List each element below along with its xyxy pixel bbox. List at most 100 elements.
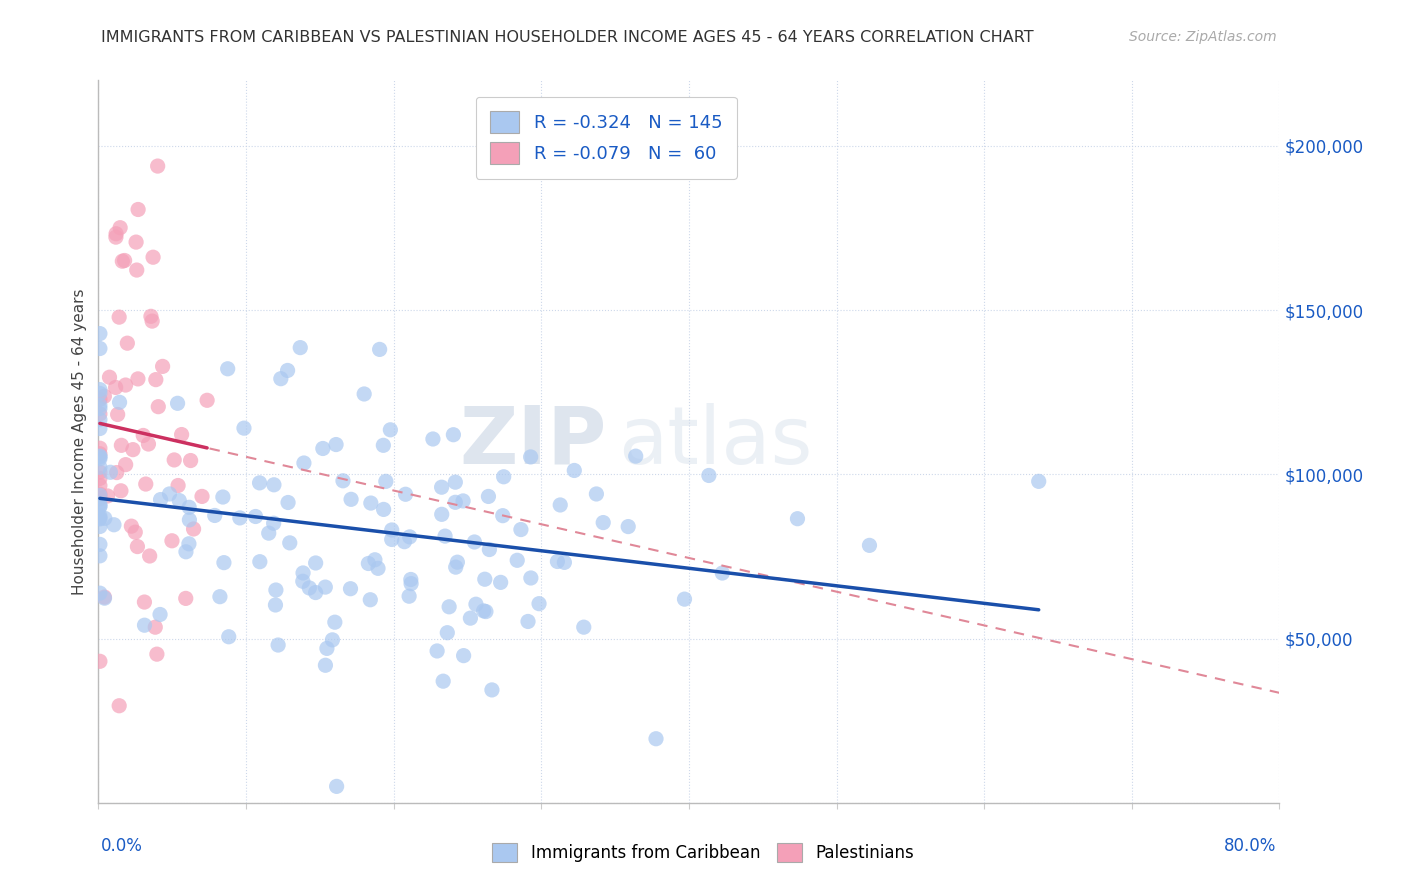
- Point: [89, 465, 111, 479]
- Point: [673, 592, 696, 607]
- Point: [519, 450, 541, 464]
- Point: [218, 630, 240, 644]
- Text: 0.0%: 0.0%: [101, 837, 143, 855]
- Point: [492, 508, 515, 523]
- Point: [249, 555, 271, 569]
- Point: [399, 576, 422, 591]
- Point: [340, 492, 363, 507]
- Point: [229, 511, 252, 525]
- Point: [195, 393, 218, 408]
- Point: [451, 494, 474, 508]
- Point: [245, 509, 267, 524]
- Point: [360, 496, 382, 510]
- Point: [89, 478, 111, 492]
- Point: [305, 556, 328, 570]
- Point: [160, 533, 183, 548]
- Point: [111, 254, 134, 268]
- Point: [446, 555, 468, 569]
- Point: [141, 314, 163, 328]
- Text: ZIP: ZIP: [458, 402, 606, 481]
- Point: [174, 545, 197, 559]
- Point: [553, 555, 575, 569]
- Point: [89, 497, 111, 511]
- Point: [117, 336, 139, 351]
- Legend: Immigrants from Caribbean, Palestinians: Immigrants from Caribbean, Palestinians: [484, 834, 922, 871]
- Point: [89, 511, 111, 525]
- Point: [89, 451, 111, 466]
- Text: Source: ZipAtlas.com: Source: ZipAtlas.com: [1129, 30, 1277, 45]
- Point: [125, 235, 148, 249]
- Point: [166, 396, 188, 410]
- Point: [110, 438, 132, 452]
- Point: [398, 589, 420, 603]
- Point: [267, 638, 290, 652]
- Point: [98, 370, 121, 384]
- Point: [278, 536, 301, 550]
- Point: [89, 412, 111, 426]
- Point: [585, 487, 607, 501]
- Point: [143, 620, 166, 634]
- Point: [89, 383, 111, 397]
- Point: [460, 611, 482, 625]
- Point: [264, 598, 287, 612]
- Point: [127, 202, 149, 217]
- Point: [373, 502, 395, 516]
- Point: [548, 498, 571, 512]
- Point: [277, 363, 299, 377]
- Point: [177, 537, 200, 551]
- Point: [711, 566, 734, 580]
- Point: [89, 392, 111, 407]
- Point: [436, 625, 458, 640]
- Point: [89, 398, 111, 412]
- Point: [492, 469, 515, 483]
- Point: [592, 516, 614, 530]
- Point: [517, 615, 540, 629]
- Point: [546, 554, 568, 568]
- Point: [89, 499, 111, 513]
- Point: [105, 227, 128, 241]
- Point: [89, 342, 111, 356]
- Point: [298, 581, 321, 595]
- Point: [138, 549, 160, 563]
- Point: [89, 488, 111, 502]
- Point: [339, 582, 361, 596]
- Point: [472, 604, 495, 618]
- Point: [179, 513, 201, 527]
- Point: [146, 159, 169, 173]
- Point: [617, 519, 640, 533]
- Point: [107, 408, 129, 422]
- Point: [89, 401, 111, 416]
- Point: [624, 449, 647, 463]
- Point: [312, 442, 335, 456]
- Y-axis label: Householder Income Ages 45 - 64 years: Householder Income Ages 45 - 64 years: [72, 288, 87, 595]
- Point: [645, 731, 668, 746]
- Point: [323, 615, 346, 630]
- Point: [89, 519, 111, 533]
- Point: [108, 698, 131, 713]
- Point: [167, 478, 190, 492]
- Point: [465, 597, 488, 611]
- Point: [527, 597, 550, 611]
- Point: [89, 326, 111, 341]
- Point: [304, 585, 326, 599]
- Point: [359, 592, 381, 607]
- Point: [183, 522, 205, 536]
- Point: [96, 489, 118, 503]
- Point: [149, 492, 172, 507]
- Point: [270, 372, 292, 386]
- Point: [277, 495, 299, 509]
- Point: [120, 519, 142, 533]
- Legend: R = -0.324   N = 145, R = -0.079   N =  60: R = -0.324 N = 145, R = -0.079 N = 60: [475, 96, 737, 178]
- Point: [89, 512, 111, 526]
- Text: IMMIGRANTS FROM CARIBBEAN VS PALESTINIAN HOUSEHOLDER INCOME AGES 45 - 64 YEARS C: IMMIGRANTS FROM CARIBBEAN VS PALESTINIAN…: [101, 30, 1033, 45]
- Point: [93, 389, 115, 403]
- Point: [108, 395, 131, 409]
- Point: [89, 509, 111, 524]
- Point: [93, 591, 115, 606]
- Point: [93, 590, 115, 604]
- Point: [477, 490, 499, 504]
- Point: [509, 523, 531, 537]
- Point: [506, 553, 529, 567]
- Point: [520, 571, 543, 585]
- Point: [110, 483, 132, 498]
